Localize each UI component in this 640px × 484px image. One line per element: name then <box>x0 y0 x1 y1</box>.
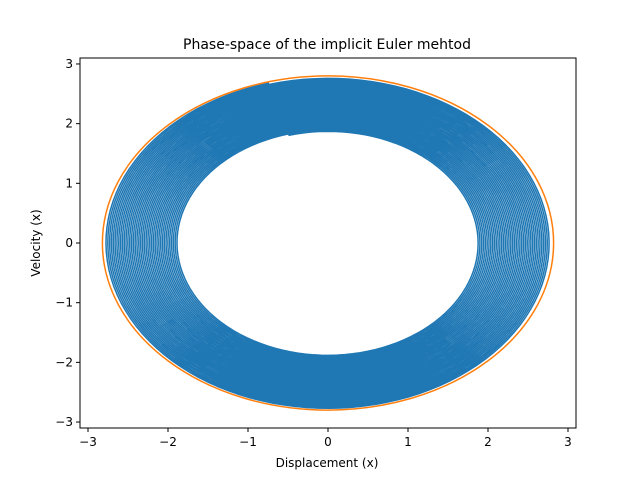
y-tick-label: 0 <box>65 236 73 250</box>
y-tick-label: 2 <box>65 117 73 131</box>
series-line-circle <box>101 75 555 411</box>
x-axis-ticks: −3 −2 −1 0 1 2 3 <box>79 428 572 449</box>
x-tick-label: 3 <box>564 435 572 449</box>
y-tick-label: −1 <box>55 296 73 310</box>
y-tick-label: 1 <box>65 176 73 190</box>
x-axis-label: Displacement (x) <box>276 456 379 470</box>
y-axis-label: Velocity (x) <box>29 209 43 276</box>
x-tick-label: −3 <box>79 435 97 449</box>
y-axis-ticks: −3 −2 −1 0 1 2 3 <box>55 57 80 429</box>
chart-title: Phase-space of the implicit Euler mehtod <box>183 37 471 53</box>
series-line-spiral <box>105 77 550 410</box>
x-tick-label: 2 <box>484 435 492 449</box>
x-tick-label: −1 <box>239 435 257 449</box>
y-tick-label: −2 <box>55 355 73 369</box>
x-tick-label: 1 <box>404 435 412 449</box>
y-tick-label: 3 <box>65 57 73 71</box>
y-tick-label: −3 <box>55 415 73 429</box>
plot-layer <box>101 75 555 411</box>
x-tick-label: 0 <box>324 435 332 449</box>
x-tick-label: −2 <box>159 435 177 449</box>
